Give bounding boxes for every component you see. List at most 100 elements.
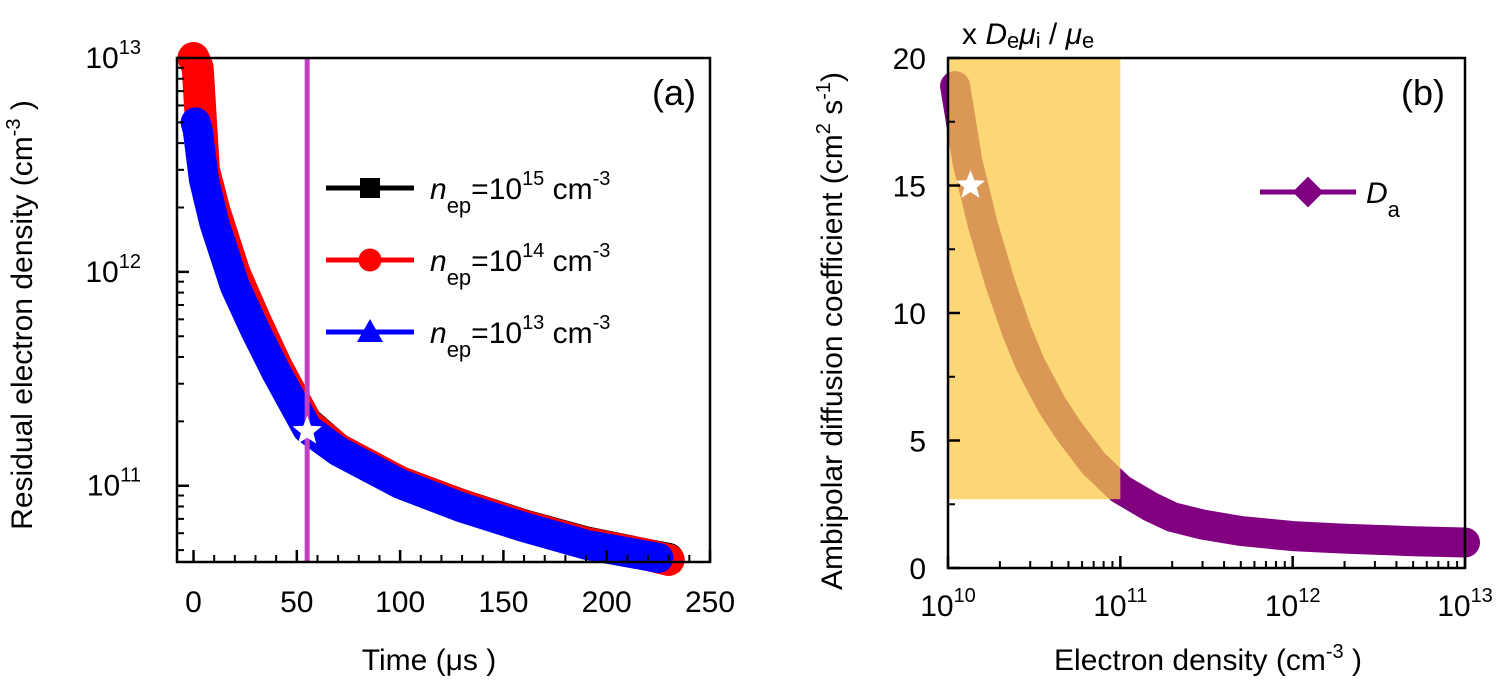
panel-a-legend-marker-0 [360,178,380,198]
panel-b-highlight-region [948,58,1121,500]
panel-b-x-tick-label: 1011 [1093,585,1147,623]
panel-b-x-tick-exp: 13 [1471,585,1493,607]
panel-a-y-tick-label: 1012 [85,251,141,289]
panel-b-x-tick-base: 10 [1265,590,1298,623]
panel-b-x-axis-title-main: Electron density (cm [1054,644,1326,677]
panel-b-y-axis-title-sup1: -1 [813,82,835,100]
panel-b-x-tick-base: 10 [1093,590,1126,623]
panel-a-x-axis-title: Time (μs ) [362,644,497,677]
panel-b-y-tick-label: 10 [893,298,926,331]
panel-b-y-axis-title-main: Ambipolar diffusion coefficient (cm [816,134,849,590]
panel-a-legend-label-1: nep=1014 cm-3 [430,240,610,290]
legend-label-sub: ep [447,193,471,218]
legend-label-unit: cm [544,245,592,278]
panel-b-x-axis-title-sup: -3 [1326,641,1344,663]
panel-b-annotation-d: D [985,18,1007,51]
panel-b-x-tick-exp: 10 [954,585,976,607]
panel-a-legend-label-0: nep=1015 cm-3 [430,168,610,218]
legend-label-n: n [430,317,447,350]
panel-a-y-tick-base: 10 [87,470,120,503]
panel-a-y-tick-base: 10 [85,256,118,289]
panel-b-label: (b) [1401,72,1445,113]
legend-label-eq: =10 [471,317,522,350]
panel-b-x-axis-title-tail: ) [1344,644,1362,677]
panel-b-star-shape [955,170,986,198]
legend-label-sub: ep [447,265,471,290]
panel-b-y-axis-title-sup2: 2 [813,123,835,134]
legend-label-unit-exp: -3 [593,168,611,190]
panel-b-y-tick-label: 15 [893,171,926,204]
legend-label-eq: =10 [471,245,522,278]
panel-b-x-tick-base: 10 [1437,590,1470,623]
panel-a-y-tick-label: 1011 [87,465,141,503]
panel-a-legend-marker-2 [357,319,383,342]
panel-a-x-tick-label: 0 [185,586,202,619]
panel-b-x-tick-exp: 12 [1298,585,1320,607]
panel-a-y-tick-exp: 13 [119,37,141,59]
legend-label-n: n [430,245,447,278]
panel-a-star-marker [292,415,322,444]
panel-b-x-tick-exp: 11 [1127,585,1148,607]
panel-a-y-axis-title-sup: -3 [3,119,25,137]
panel-b-star-marker [955,170,986,198]
panel-a-y-tick-base: 10 [85,42,118,75]
panel-b-x-tick-label: 1012 [1265,585,1321,623]
panel-b-x-tick-label: 1010 [920,585,976,623]
panel-a-y-tick-label: 1013 [85,37,141,75]
panel-a-x-tick-label: 50 [280,586,313,619]
panel-a-y-tick-exp: 11 [120,465,141,487]
legend-label-eq: =10 [471,173,522,206]
panel-a-y-tick-exp: 12 [119,251,141,273]
legend-label-unit: cm [544,317,592,350]
panel-b-annotation-slash: / [1041,18,1066,51]
legend-label-exp: 13 [522,312,544,334]
panel-b-annotation-mu: μ [1018,18,1035,51]
legend-label-sub: a [1388,197,1401,222]
panel-a-star-shape [292,415,322,444]
panel-b-legend-label: Da [1366,177,1401,222]
panel-b-annotation-d-sub: e [1007,28,1019,53]
legend-label-unit-exp: -3 [593,240,611,262]
panel-a-x-ticks: 0 50 100 150 200 250 [185,550,735,619]
panel-a-label: (a) [652,72,696,113]
panel-a-y-axis-title-tail: ) [6,100,39,118]
legend-label-sub: ep [447,337,471,362]
panel-b-annotation-mu2-sub: e [1082,28,1094,53]
panel-b-y-axis-title: Ambipolar diffusion coefficient (cm2 s-1… [813,72,849,590]
panel-a-x-tick-label: 250 [685,586,735,619]
panel-b-y-tick-label: 5 [909,426,926,459]
legend-label-unit: cm [544,173,592,206]
panel-a-legend-label-2: nep=1013 cm-3 [430,312,610,362]
panel-b-y-axis-title-tail: ) [816,72,849,82]
panel-b-y-tick-label: 0 [909,553,926,586]
legend-label-exp: 15 [522,168,544,190]
legend-label-unit-exp: -3 [593,312,611,334]
panel-b-x-tick-label: 1013 [1437,585,1493,623]
panel-b-legend-marker [1292,176,1324,208]
panel-b-legend: Da [1260,176,1401,222]
legend-label-exp: 14 [522,240,544,262]
legend-label-n: n [430,173,447,206]
legend-label-d: D [1366,177,1388,210]
panel-a-y-axis-title-main: Residual electron density (cm [6,136,39,530]
panel-b-top-annotation: x Deμi / μe [962,18,1094,53]
panel-b-x-ticks: 1010 1011 1012 1013 [920,556,1493,623]
panel-a-plot-frame [175,56,712,564]
panel-a-x-tick-label: 200 [582,586,632,619]
panel-a-x-tick-label: 100 [375,586,425,619]
panel-b-x-axis-title: Electron density (cm-3 ) [1054,641,1362,677]
panel-b-y-ticks: 0 5 10 15 20 [893,43,960,586]
panel-a-legend-marker-1 [358,248,382,272]
panel-b-annotation-mu2: μ [1065,18,1082,51]
panel-a-series-line-2 [180,107,674,573]
panel-a-y-axis-title: Residual electron density (cm-3 ) [3,100,39,530]
panel-a-x-tick-label: 150 [478,586,528,619]
panel-b-y-tick-label: 20 [893,43,926,76]
panel-b-annotation-prefix: x [962,18,985,51]
panel-b-x-tick-base: 10 [920,590,953,623]
